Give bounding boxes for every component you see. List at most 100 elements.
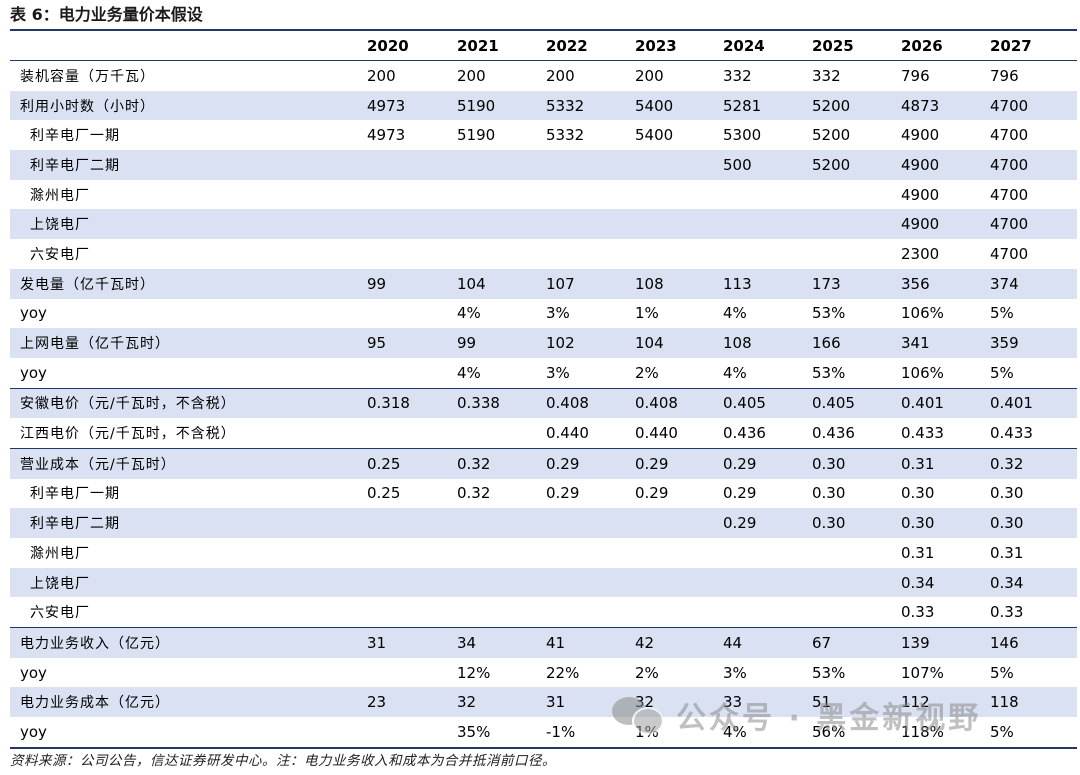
table-cell: 53% [812, 304, 846, 323]
row-label: yoy [10, 717, 367, 749]
table-row: 上饶电厂 0.34 0.34 [10, 567, 1077, 598]
table-row: 利用小时数（小时） 4973 5190 5332 5400 5281 5200 4873 470… [10, 90, 1077, 121]
table-cell: 173 [812, 268, 901, 299]
table-cell: 5% [990, 304, 1014, 323]
table-cell [812, 567, 901, 598]
watermark: 公众号 · 黑金新视野 [612, 688, 981, 742]
table-cell: 99 [457, 328, 546, 358]
table-row: 发电量（亿千瓦时） 99 104 107 108 113 173 356 374 [10, 268, 1077, 299]
table-cell: 118 [990, 687, 1077, 718]
table-cell: 0.34 [901, 567, 990, 598]
table-cell: 4700 [990, 244, 1029, 263]
table-cell: 4% [723, 304, 747, 323]
table-cell: 106% [901, 363, 944, 382]
table-cell [546, 597, 635, 627]
table-cell [457, 418, 546, 448]
table-cell: 51 [812, 687, 901, 718]
table-cell: 0.30 [812, 508, 901, 538]
row-label: 发电量（亿千瓦时） [10, 268, 367, 299]
table-cell [723, 538, 812, 568]
table-row: 利辛电厂二期 500 5200 4900 4700 [10, 150, 1077, 180]
table-cell [457, 538, 546, 568]
table-cell: 0.30 [990, 484, 1024, 503]
table-cell: 4973 [367, 126, 406, 145]
table-cell [546, 508, 635, 538]
table-cell [635, 180, 723, 210]
table-row: 上网电量（亿千瓦时） 95 99 102 104 108 166 341 359 [10, 328, 1077, 358]
row-label: 江西电价（元/千瓦时，不含税） [20, 426, 236, 443]
table-row: yoy 12% 22% 2% 3% 53% 107% 5% [10, 658, 1077, 688]
row-label: yoy [20, 304, 47, 323]
table-cell: 113 [723, 268, 812, 299]
table-row: 滁州电厂 0.31 0.31 [10, 538, 1077, 568]
table-title: 表 6：电力业务量价本假设 [10, 5, 203, 24]
table-cell: 341 [901, 328, 990, 358]
table-cell: 146 [990, 627, 1077, 658]
table-cell: 0.32 [990, 447, 1077, 479]
table-cell: 3% [546, 363, 570, 382]
table-row: 装机容量（万千瓦） 200 200 200 200 332 332 796 796 [10, 61, 1077, 91]
table-cell: 332 [723, 66, 752, 85]
table-cell: 0.440 [546, 424, 589, 443]
table-cell: 0.33 [901, 603, 935, 622]
row-label: yoy [20, 663, 47, 682]
table-cell: 5% [990, 717, 1077, 749]
table-row: 上饶电厂 4900 4700 [10, 209, 1077, 240]
table-cell: 5200 [812, 90, 901, 121]
table-cell: 0.401 [990, 387, 1077, 419]
table-cell: 104 [635, 328, 723, 358]
table-cell: 4900 [901, 185, 940, 204]
table-cell [457, 567, 546, 598]
table-row: 安徽电价（元/千瓦时，不含税） 0.318 0.338 0.408 0.408 0.405… [10, 387, 1077, 419]
table-cell: 4% [457, 304, 481, 323]
table-cell: 0.25 [367, 447, 457, 479]
row-label: yoy [20, 363, 47, 382]
table-cell [457, 180, 546, 210]
table-cell: 44 [723, 627, 812, 658]
table-cell: 166 [812, 328, 901, 358]
table-cell: 0.436 [723, 424, 766, 443]
table-cell [723, 567, 812, 598]
table-cell [367, 358, 457, 388]
header-cell: 2027 [990, 29, 1077, 61]
header-cell: 2024 [723, 29, 812, 61]
table-cell: 200 [635, 66, 664, 85]
table-cell [546, 567, 635, 598]
table-cell: 4873 [901, 90, 990, 121]
table-cell: 112 [901, 687, 990, 718]
source-note: 资料来源：公司公告，信达证券研发中心。注：电力业务收入和成本为合并抵消前口径。 [10, 753, 556, 769]
table-cell [723, 239, 812, 269]
table-cell [367, 538, 457, 568]
table-row: 江西电价（元/千瓦时，不含税） 0.440 0.440 0.436 0.436 0.433… [10, 418, 1077, 448]
table-cell: 5332 [546, 90, 635, 121]
table-cell: 332 [812, 66, 841, 85]
table-cell: 4% [723, 363, 747, 382]
table-cell [546, 538, 635, 568]
table-cell: 2300 [901, 244, 940, 263]
data-table: 2020 2021 2022 2023 2024 2025 2026 2027 … [10, 29, 1077, 749]
table-cell: 0.401 [901, 387, 990, 419]
header-cell: 2020 [367, 29, 457, 61]
table-cell: 104 [457, 268, 546, 299]
table-cell [367, 180, 457, 210]
table-cell: 102 [546, 328, 635, 358]
table-cell: 31 [367, 627, 457, 658]
table-cell: 107% [901, 663, 944, 682]
table-cell: 374 [990, 268, 1077, 299]
row-label: 电力业务成本（亿元） [10, 687, 367, 718]
table-cell [457, 209, 546, 240]
table-cell: 53% [812, 663, 846, 682]
table-cell: 0.29 [546, 447, 635, 479]
table-cell: 0.25 [367, 484, 401, 503]
table-cell: 4900 [901, 126, 940, 145]
table-cell [367, 418, 457, 448]
table-cell: 35% [457, 717, 546, 749]
table-cell: 500 [723, 150, 812, 180]
table-cell: 99 [367, 268, 457, 299]
table-cell [546, 239, 635, 269]
table-cell [367, 658, 457, 688]
table-cell: 2% [635, 663, 659, 682]
table-cell: 22% [546, 663, 580, 682]
table-cell: 0.29 [723, 484, 757, 503]
table-row: 六安电厂 2300 4700 [10, 239, 1077, 269]
